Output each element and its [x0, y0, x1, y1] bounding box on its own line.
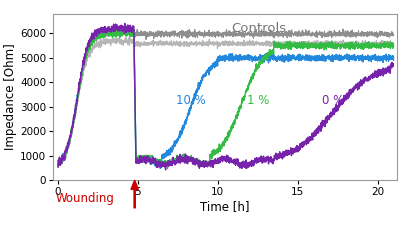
Y-axis label: Impedance [Ohm]: Impedance [Ohm] — [4, 44, 17, 150]
Text: Wounding: Wounding — [55, 192, 114, 205]
Text: 0 %: 0 % — [321, 94, 344, 107]
X-axis label: Time [h]: Time [h] — [200, 200, 250, 213]
Text: 10 %: 10 % — [176, 94, 206, 107]
Text: 1 %: 1 % — [247, 94, 269, 107]
Text: Controls: Controls — [232, 22, 287, 35]
